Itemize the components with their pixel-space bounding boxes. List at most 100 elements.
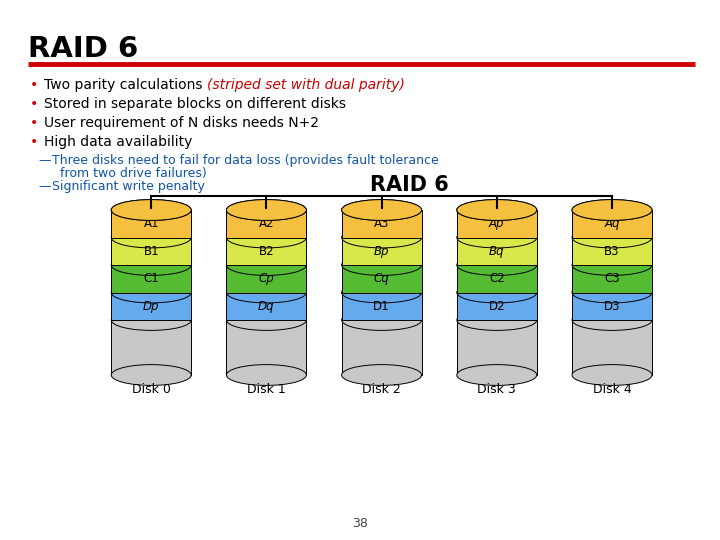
- Text: Two parity calculations: Two parity calculations: [44, 78, 207, 92]
- Text: C3: C3: [604, 272, 620, 285]
- Bar: [226, 293, 307, 320]
- Text: A3: A3: [374, 217, 390, 230]
- Ellipse shape: [572, 227, 652, 248]
- Text: (striped set with dual parity): (striped set with dual parity): [207, 78, 405, 92]
- Text: RAID 6: RAID 6: [370, 175, 449, 195]
- Ellipse shape: [111, 282, 192, 303]
- Text: Bp: Bp: [374, 245, 390, 258]
- Bar: [456, 320, 537, 375]
- Text: Dp: Dp: [143, 300, 159, 313]
- Text: •: •: [30, 135, 38, 149]
- Ellipse shape: [226, 254, 307, 275]
- Text: Disk 1: Disk 1: [247, 383, 286, 396]
- Ellipse shape: [572, 282, 652, 303]
- Text: User requirement of N disks needs N+2: User requirement of N disks needs N+2: [44, 116, 319, 130]
- Bar: [456, 210, 537, 238]
- Text: A2: A2: [258, 217, 274, 230]
- Ellipse shape: [456, 200, 537, 220]
- Text: •: •: [30, 97, 38, 111]
- Text: Stored in separate blocks on different disks: Stored in separate blocks on different d…: [44, 97, 346, 111]
- Ellipse shape: [111, 227, 192, 248]
- Text: D1: D1: [373, 300, 390, 313]
- Text: B3: B3: [604, 245, 620, 258]
- Text: •: •: [30, 116, 38, 130]
- Ellipse shape: [226, 282, 307, 303]
- Bar: [226, 320, 307, 375]
- Text: C1: C1: [143, 272, 159, 285]
- Ellipse shape: [341, 364, 422, 386]
- Ellipse shape: [456, 227, 537, 248]
- Bar: [572, 293, 652, 320]
- Ellipse shape: [456, 282, 537, 303]
- Text: B1: B1: [143, 245, 159, 258]
- Ellipse shape: [226, 227, 307, 248]
- Bar: [341, 320, 422, 375]
- Text: 38: 38: [352, 517, 368, 530]
- Bar: [341, 265, 422, 293]
- Text: —: —: [38, 180, 50, 193]
- Text: High data availability: High data availability: [44, 135, 192, 149]
- Text: Bq: Bq: [489, 245, 505, 258]
- Ellipse shape: [456, 309, 537, 330]
- Bar: [111, 265, 192, 293]
- Text: Ap: Ap: [489, 217, 505, 230]
- Bar: [456, 293, 537, 320]
- Text: Aq: Aq: [604, 217, 620, 230]
- Text: —: —: [38, 154, 50, 167]
- Text: RAID 6: RAID 6: [28, 35, 138, 63]
- Bar: [226, 238, 307, 265]
- Bar: [341, 293, 422, 320]
- Text: Cp: Cp: [258, 272, 274, 285]
- Ellipse shape: [456, 200, 537, 220]
- Text: from two drive failures): from two drive failures): [52, 167, 207, 180]
- Ellipse shape: [111, 364, 192, 386]
- Text: Disk 3: Disk 3: [477, 383, 516, 396]
- Ellipse shape: [572, 364, 652, 386]
- Ellipse shape: [572, 200, 652, 220]
- Ellipse shape: [572, 309, 652, 330]
- Ellipse shape: [456, 364, 537, 386]
- Text: Cq: Cq: [374, 272, 390, 285]
- Ellipse shape: [111, 200, 192, 220]
- Ellipse shape: [341, 254, 422, 275]
- Ellipse shape: [111, 309, 192, 330]
- Text: Disk 0: Disk 0: [132, 383, 171, 396]
- Bar: [111, 293, 192, 320]
- Bar: [572, 320, 652, 375]
- Ellipse shape: [572, 200, 652, 220]
- Ellipse shape: [456, 254, 537, 275]
- Ellipse shape: [226, 200, 307, 220]
- Bar: [111, 320, 192, 375]
- Ellipse shape: [226, 200, 307, 220]
- Bar: [226, 210, 307, 238]
- Text: •: •: [30, 78, 38, 92]
- Bar: [341, 238, 422, 265]
- Ellipse shape: [572, 254, 652, 275]
- Ellipse shape: [111, 200, 192, 220]
- Ellipse shape: [226, 364, 307, 386]
- Ellipse shape: [341, 200, 422, 220]
- Bar: [572, 238, 652, 265]
- Bar: [111, 238, 192, 265]
- Text: Significant write penalty: Significant write penalty: [52, 180, 205, 193]
- Bar: [572, 265, 652, 293]
- Bar: [341, 210, 422, 238]
- Text: Dq: Dq: [258, 300, 274, 313]
- Bar: [111, 210, 192, 238]
- Text: B2: B2: [258, 245, 274, 258]
- Ellipse shape: [341, 282, 422, 303]
- Text: A1: A1: [143, 217, 159, 230]
- Bar: [456, 238, 537, 265]
- Text: D3: D3: [604, 300, 620, 313]
- Bar: [226, 265, 307, 293]
- Bar: [456, 265, 537, 293]
- Bar: [572, 210, 652, 238]
- Text: Three disks need to fail for data loss (provides fault tolerance: Three disks need to fail for data loss (…: [52, 154, 438, 167]
- Text: C2: C2: [489, 272, 505, 285]
- Text: D2: D2: [488, 300, 505, 313]
- Ellipse shape: [341, 200, 422, 220]
- Ellipse shape: [341, 227, 422, 248]
- Ellipse shape: [111, 254, 192, 275]
- Ellipse shape: [341, 309, 422, 330]
- Text: Disk 2: Disk 2: [362, 383, 401, 396]
